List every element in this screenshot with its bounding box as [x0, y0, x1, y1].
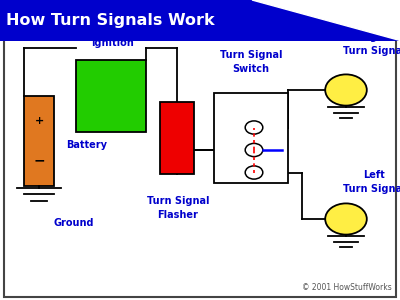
Text: How Turn Signals Work: How Turn Signals Work [6, 13, 215, 28]
Bar [160, 102, 194, 174]
Bar [24, 96, 54, 186]
Text: Battery: Battery [66, 140, 107, 151]
Circle shape [325, 74, 367, 106]
FancyBboxPatch shape [0, 0, 400, 40]
Circle shape [245, 121, 263, 134]
Text: −: − [33, 154, 45, 168]
Text: Ignition: Ignition [91, 38, 133, 49]
Text: Turn Signal
Flasher: Turn Signal Flasher [147, 196, 209, 220]
Text: Turn Signal
Switch: Turn Signal Switch [220, 50, 282, 74]
Circle shape [245, 166, 263, 179]
Circle shape [325, 203, 367, 235]
Text: +: + [34, 116, 44, 126]
Text: Left
Turn Signal: Left Turn Signal [343, 170, 400, 194]
Bar [76, 60, 146, 132]
Text: © 2001 HowStuffWorks: © 2001 HowStuffWorks [302, 284, 392, 292]
Polygon shape [252, 0, 400, 40]
Circle shape [245, 143, 263, 157]
Text: Right
Turn Signal: Right Turn Signal [343, 32, 400, 56]
Bar [214, 93, 288, 183]
Text: Ground: Ground [54, 218, 94, 229]
